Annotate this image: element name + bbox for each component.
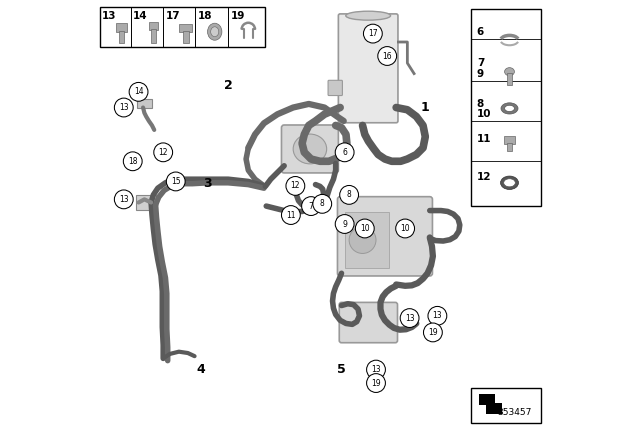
Circle shape <box>400 309 419 327</box>
Circle shape <box>154 143 173 162</box>
Bar <box>151 29 156 43</box>
Text: 3: 3 <box>204 177 212 190</box>
Circle shape <box>428 306 447 325</box>
Circle shape <box>340 185 358 204</box>
Circle shape <box>367 360 385 379</box>
Circle shape <box>313 194 332 213</box>
Text: 19: 19 <box>230 11 244 21</box>
FancyBboxPatch shape <box>328 80 342 95</box>
Text: 11: 11 <box>286 211 296 220</box>
Circle shape <box>396 219 415 238</box>
Circle shape <box>301 197 321 215</box>
Text: 13: 13 <box>119 103 129 112</box>
Bar <box>182 31 189 43</box>
FancyBboxPatch shape <box>149 22 158 30</box>
Text: 17: 17 <box>368 29 378 38</box>
Circle shape <box>115 98 133 117</box>
Ellipse shape <box>504 105 515 112</box>
Circle shape <box>129 82 148 101</box>
Ellipse shape <box>504 68 515 76</box>
Ellipse shape <box>349 227 376 254</box>
Circle shape <box>378 47 397 65</box>
Ellipse shape <box>211 27 219 37</box>
Text: 13: 13 <box>119 195 129 204</box>
Ellipse shape <box>293 134 326 164</box>
FancyBboxPatch shape <box>100 7 266 47</box>
FancyBboxPatch shape <box>136 195 156 210</box>
FancyBboxPatch shape <box>345 212 389 268</box>
Text: 15: 15 <box>171 177 180 186</box>
Text: 9: 9 <box>342 220 347 228</box>
Text: 16: 16 <box>382 52 392 60</box>
Text: 13: 13 <box>371 365 381 374</box>
Text: 14: 14 <box>133 11 148 21</box>
Bar <box>119 31 124 43</box>
Circle shape <box>367 374 385 392</box>
Text: 6: 6 <box>342 148 347 157</box>
Circle shape <box>286 177 305 195</box>
FancyBboxPatch shape <box>282 125 339 173</box>
Text: 8: 8 <box>347 190 351 199</box>
Text: 19: 19 <box>428 328 438 337</box>
Text: 5: 5 <box>337 363 346 376</box>
Circle shape <box>355 219 374 238</box>
Text: 12: 12 <box>159 148 168 157</box>
Bar <box>508 143 511 151</box>
Bar <box>486 403 502 414</box>
Text: 11: 11 <box>477 134 492 144</box>
Bar <box>479 394 495 405</box>
Circle shape <box>124 152 142 171</box>
Bar <box>508 73 512 85</box>
Text: 353457: 353457 <box>497 408 531 417</box>
Circle shape <box>335 215 354 233</box>
Text: 17: 17 <box>165 11 180 21</box>
Text: 7
9: 7 9 <box>477 58 484 79</box>
Text: 1: 1 <box>421 101 429 114</box>
FancyBboxPatch shape <box>472 388 541 423</box>
Text: 4: 4 <box>197 363 205 376</box>
Text: 7: 7 <box>308 202 314 211</box>
Circle shape <box>282 206 300 224</box>
Text: 13: 13 <box>433 311 442 320</box>
Text: 10: 10 <box>400 224 410 233</box>
Text: 18: 18 <box>128 157 138 166</box>
Ellipse shape <box>504 179 515 187</box>
Circle shape <box>424 323 442 342</box>
Ellipse shape <box>346 11 390 20</box>
Text: 12: 12 <box>291 181 300 190</box>
Text: 8
10: 8 10 <box>477 99 492 119</box>
Text: 18: 18 <box>198 11 212 21</box>
Ellipse shape <box>207 23 222 40</box>
FancyBboxPatch shape <box>504 136 515 144</box>
FancyBboxPatch shape <box>472 9 541 206</box>
Text: 14: 14 <box>134 87 143 96</box>
FancyBboxPatch shape <box>116 23 127 32</box>
Ellipse shape <box>501 103 518 114</box>
Text: 13: 13 <box>101 11 116 21</box>
Text: 8: 8 <box>320 199 324 208</box>
Text: 6: 6 <box>477 27 484 37</box>
Text: 12: 12 <box>477 172 492 182</box>
Ellipse shape <box>500 176 518 190</box>
Text: 10: 10 <box>360 224 370 233</box>
Circle shape <box>166 172 185 191</box>
Circle shape <box>115 190 133 209</box>
Text: 2: 2 <box>224 78 232 92</box>
Circle shape <box>335 143 354 162</box>
FancyBboxPatch shape <box>337 197 433 276</box>
FancyBboxPatch shape <box>339 302 397 343</box>
FancyBboxPatch shape <box>339 14 398 123</box>
Circle shape <box>364 24 382 43</box>
FancyBboxPatch shape <box>179 24 192 32</box>
Text: 19: 19 <box>371 379 381 388</box>
Text: 13: 13 <box>404 314 415 323</box>
FancyBboxPatch shape <box>137 99 152 108</box>
